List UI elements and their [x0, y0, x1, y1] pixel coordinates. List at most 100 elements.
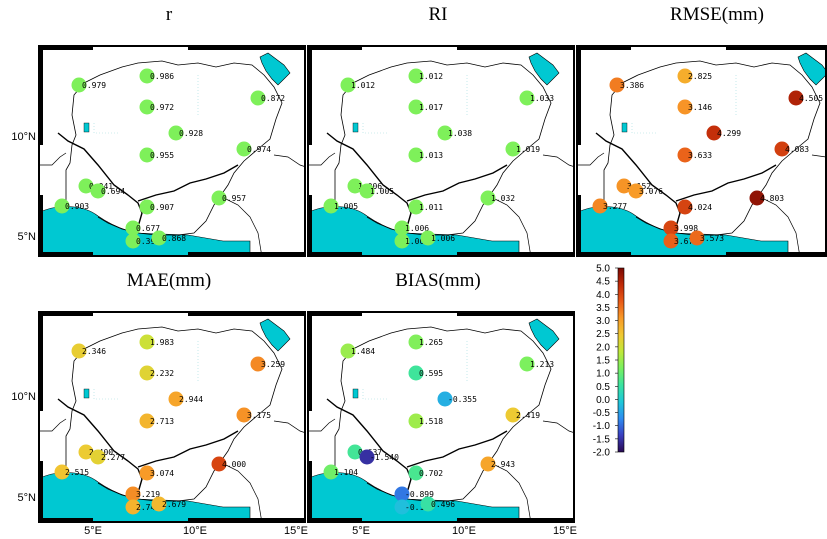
station-marker-mae-12: [125, 486, 141, 502]
lake-chad: [259, 52, 291, 86]
station-marker-rmse-13: [663, 233, 679, 249]
frame-tick: [307, 45, 312, 145]
station-marker-r-0: [71, 77, 87, 93]
colorbar-tick-label: 3.5: [596, 303, 610, 314]
x-axis-label-15e-left: 15°E: [284, 525, 308, 537]
station-marker-bias-12: [394, 486, 410, 502]
lake-chad: [797, 52, 827, 86]
station-label-ri-14: 1.006: [431, 234, 455, 243]
station-marker-r-7: [78, 178, 94, 194]
niger-river: [57, 398, 143, 502]
station-label-r-14: 0.868: [162, 234, 186, 243]
colorbar-tick-label: -2.0: [593, 448, 611, 459]
country-border: [65, 60, 283, 236]
frame-tick: [38, 45, 43, 145]
station-marker-mae-6: [236, 407, 252, 423]
colorbar: 5.0 4.5 4.0 3.5 3.0 2.5 2.0 1.5 1.0 0.5 0.0 -0.5 -1.…: [593, 264, 625, 459]
station-label-ri-3: 1.038: [448, 129, 472, 138]
niger-river: [57, 132, 143, 236]
station-marker-rmse-10: [677, 199, 693, 215]
station-marker-ri-2: [408, 99, 424, 115]
station-marker-ri-4: [519, 90, 535, 106]
station-marker-bias-7: [347, 444, 363, 460]
station-label-bias-12: -0.899: [405, 490, 434, 499]
river-water: [621, 122, 628, 133]
station-label-r-13: 0.395: [136, 237, 160, 246]
map-panel-rmse: 3.3862.8253.1464.2994.5053.6334.0833.152…: [576, 45, 827, 257]
station-marker-bias-10: [408, 465, 424, 481]
colorbar-tick-label: 1.0: [596, 369, 610, 380]
station-marker-mae-10: [139, 465, 155, 481]
y-axis-label-10n-bottom: 10°N: [11, 391, 36, 403]
station-marker-mae-5: [139, 413, 155, 429]
station-label-bias-5: 1.518: [419, 417, 443, 426]
station-label-rmse-3: 4.299: [717, 129, 741, 138]
station-label-r-6: 0.974: [247, 145, 271, 154]
station-label-rmse-8: 3.076: [639, 187, 663, 196]
benue-river: [137, 430, 239, 468]
y-axis-label-5n-top: 5°N: [17, 231, 36, 243]
colorbar-tick-label: 4.0: [596, 290, 610, 301]
niger-river: [595, 132, 681, 236]
river-water: [83, 122, 90, 133]
colorbar-tick-label: 3.0: [596, 316, 610, 327]
neighbor-borders: [307, 418, 575, 523]
frame-tick: [188, 311, 306, 316]
station-label-mae-9: 2.515: [65, 468, 89, 477]
station-label-ri-5: 1.013: [419, 151, 443, 160]
station-label-ri-10: 1.011: [419, 203, 443, 212]
lake-chad: [259, 318, 291, 352]
map-frame: [576, 45, 827, 257]
station-label-r-4: 0.872: [261, 94, 285, 103]
y-axis-label-5n-bottom: 5°N: [17, 492, 36, 504]
frame-tick: [307, 195, 312, 257]
station-marker-mae-3: [168, 391, 184, 407]
station-marker-mae-0: [71, 343, 87, 359]
frame-tick: [576, 45, 631, 50]
station-label-rmse-13: 3.670: [674, 237, 698, 246]
station-marker-r-6: [236, 141, 252, 157]
map-panel-bias: 1.4841.2650.595-0.3551.2131.5182.4190.63…: [307, 311, 575, 523]
frame-tick: [457, 45, 575, 50]
river-water: [83, 388, 90, 399]
station-marker-rmse-14: [689, 230, 705, 246]
station-marker-bias-9: [323, 464, 339, 480]
neighbor-borders: [38, 418, 306, 523]
neighbor-borders: [576, 152, 827, 257]
station-marker-rmse-0: [609, 77, 625, 93]
station-label-bias-6: 2.419: [516, 411, 540, 420]
station-marker-rmse-6: [774, 141, 790, 157]
country-border: [334, 60, 552, 236]
station-marker-mae-1: [139, 334, 155, 350]
station-label-rmse-6: 4.083: [785, 145, 809, 154]
station-label-rmse-11: 4.803: [760, 194, 784, 203]
map-panel-ri: 1.012 1.012 1.017 1.038 1.033 1.013 1.019 1.006…: [307, 45, 575, 257]
frame-tick: [38, 311, 93, 316]
station-label-ri-4: 1.033: [530, 94, 554, 103]
x-axis-label-10e-left: 10°E: [183, 525, 207, 537]
station-marker-rmse-11: [749, 190, 765, 206]
panel-title-mae: MAE(mm): [126, 270, 212, 291]
station-label-r-5: 0.955: [150, 151, 174, 160]
panel-title-rmse: RMSE(mm): [670, 4, 764, 25]
colorbar-tick-label: 1.5: [596, 356, 610, 367]
station-label-r-0: 0.979: [82, 81, 106, 90]
benue-river: [675, 164, 777, 202]
station-label-mae-11: 4.000: [222, 460, 246, 469]
station-label-bias-13: -0.188: [405, 503, 434, 512]
frame-tick: [307, 461, 312, 523]
station-label-r-2: 0.972: [150, 103, 174, 112]
station-label-rmse-1: 2.825: [688, 72, 712, 81]
frame-tick: [307, 311, 312, 411]
station-label-ri-2: 1.017: [419, 103, 443, 112]
station-marker-r-11: [211, 190, 227, 206]
station-marker-ri-3: [437, 125, 453, 141]
station-marker-rmse-9: [592, 198, 608, 214]
colorbar-tick-label: -0.5: [593, 408, 611, 419]
river-water: [352, 122, 359, 133]
x-axis-label-15e-right: 15°E: [553, 525, 577, 537]
station-marker-mae-14: [151, 496, 167, 512]
station-label-bias-9: 1.104: [334, 468, 358, 477]
station-marker-r-13: [125, 233, 141, 249]
station-label-r-9: 0.903: [65, 202, 89, 211]
